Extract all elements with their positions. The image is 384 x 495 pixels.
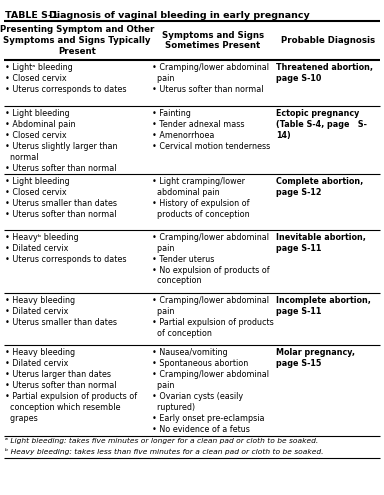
Text: Threatened abortion,
page S-10: Threatened abortion, page S-10 — [276, 63, 374, 83]
Text: Complete abortion,
page S-12: Complete abortion, page S-12 — [276, 177, 364, 197]
Text: • Light bleeding
• Closed cervix
• Uterus smaller than dates
• Uterus softer tha: • Light bleeding • Closed cervix • Uteru… — [5, 177, 117, 219]
Text: • Heavy bleeding
• Dilated cervix
• Uterus larger than dates
• Uterus softer tha: • Heavy bleeding • Dilated cervix • Uter… — [5, 348, 137, 423]
Text: Symptoms and Signs
Sometimes Present: Symptoms and Signs Sometimes Present — [162, 31, 264, 50]
Text: • Lightᵃ bleeding
• Closed cervix
• Uterus corresponds to dates: • Lightᵃ bleeding • Closed cervix • Uter… — [5, 63, 126, 94]
Text: Ectopic pregnancy
(Table S-4, page   S-
14): Ectopic pregnancy (Table S-4, page S- 14… — [276, 109, 367, 140]
Text: • Light cramping/lower
  abdominal pain
• History of expulsion of
  products of : • Light cramping/lower abdominal pain • … — [152, 177, 249, 219]
Text: Probable Diagnosis: Probable Diagnosis — [281, 36, 376, 45]
Text: • Heavyᵇ bleeding
• Dilated cervix
• Uterus corresponds to dates: • Heavyᵇ bleeding • Dilated cervix • Ute… — [5, 233, 126, 263]
Text: TABLE S-1: TABLE S-1 — [5, 11, 58, 20]
Text: ᵇ Heavy bleeding: takes less than five minutes for a clean pad or cloth to be so: ᵇ Heavy bleeding: takes less than five m… — [5, 448, 323, 455]
Text: • Heavy bleeding
• Dilated cervix
• Uterus smaller than dates: • Heavy bleeding • Dilated cervix • Uter… — [5, 296, 117, 327]
Text: Inevitable abortion,
page S-11: Inevitable abortion, page S-11 — [276, 233, 366, 252]
Text: Diagnosis of vaginal bleeding in early pregnancy: Diagnosis of vaginal bleeding in early p… — [49, 11, 310, 20]
Text: • Cramping/lower abdominal
  pain
• Tender uterus
• No expulsion of products of
: • Cramping/lower abdominal pain • Tender… — [152, 233, 269, 286]
Text: • Cramping/lower abdominal
  pain
• Uterus softer than normal: • Cramping/lower abdominal pain • Uterus… — [152, 63, 269, 94]
Text: ᵃ Light bleeding: takes five minutes or longer for a clean pad or cloth to be so: ᵃ Light bleeding: takes five minutes or … — [5, 438, 318, 444]
Text: • Light bleeding
• Abdominal pain
• Closed cervix
• Uterus slightly larger than
: • Light bleeding • Abdominal pain • Clos… — [5, 109, 118, 173]
Text: • Nausea/vomiting
• Spontaneous abortion
• Cramping/lower abdominal
  pain
• Ova: • Nausea/vomiting • Spontaneous abortion… — [152, 348, 269, 434]
Text: • Fainting
• Tender adnexal mass
• Amenorrhoea
• Cervical motion tenderness: • Fainting • Tender adnexal mass • Ameno… — [152, 109, 270, 151]
Text: Molar pregnancy,
page S-15: Molar pregnancy, page S-15 — [276, 348, 356, 368]
Text: Presenting Symptom and Other
Symptoms and Signs Typically
Present: Presenting Symptom and Other Symptoms an… — [0, 25, 154, 56]
Text: Incomplete abortion,
page S-11: Incomplete abortion, page S-11 — [276, 296, 371, 316]
Text: • Cramping/lower abdominal
  pain
• Partial expulsion of products
  of conceptio: • Cramping/lower abdominal pain • Partia… — [152, 296, 273, 338]
